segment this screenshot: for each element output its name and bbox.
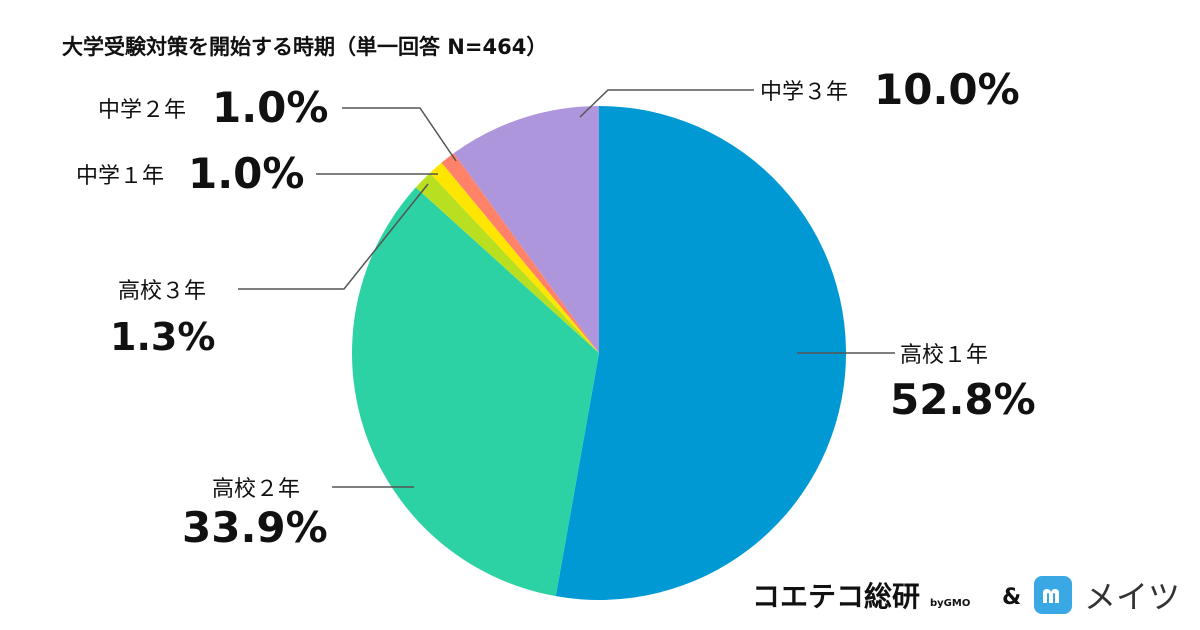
label-high1-category: 高校１年 xyxy=(900,343,988,368)
leader-lines xyxy=(238,89,895,488)
leader-line-high3 xyxy=(238,183,429,290)
label-junior2-value: 1.0% xyxy=(212,83,328,132)
pie-slice-high3 xyxy=(415,172,599,353)
label-junior3-category: 中学３年 xyxy=(760,80,848,105)
label-junior2-category: 中学２年 xyxy=(98,98,186,123)
pie-slice-junior1 xyxy=(429,162,599,353)
label-high1-value: 52.8% xyxy=(890,375,1036,424)
pie-slice-high2 xyxy=(352,187,599,597)
meitsu-app-icon xyxy=(1034,576,1072,614)
meitsu-logo: メイツ xyxy=(1084,578,1180,616)
label-junior1-category: 中学１年 xyxy=(76,164,164,189)
label-high3-category: 高校３年 xyxy=(118,279,206,304)
pie-slice-junior3 xyxy=(453,106,599,353)
label-junior3-value: 10.0% xyxy=(874,65,1020,114)
ampersand: & xyxy=(1002,585,1021,610)
pie-slice-junior2 xyxy=(441,153,599,353)
leader-line-junior2 xyxy=(342,107,457,162)
pie-slice-high1 xyxy=(555,106,847,600)
label-high2-category: 高校２年 xyxy=(212,477,300,502)
label-junior1-value: 1.0% xyxy=(188,149,304,198)
kotek-logo: コエテコ総研 xyxy=(752,580,920,613)
gmo-logo: byGMO xyxy=(930,598,970,609)
pie-slices xyxy=(352,106,847,600)
label-high3-value: 1.3% xyxy=(110,315,215,359)
label-high2-value: 33.9% xyxy=(182,503,328,552)
leader-line-junior3 xyxy=(579,89,754,118)
chart-title: 大学受験対策を開始する時期（単一回答 N=464） xyxy=(62,35,547,59)
